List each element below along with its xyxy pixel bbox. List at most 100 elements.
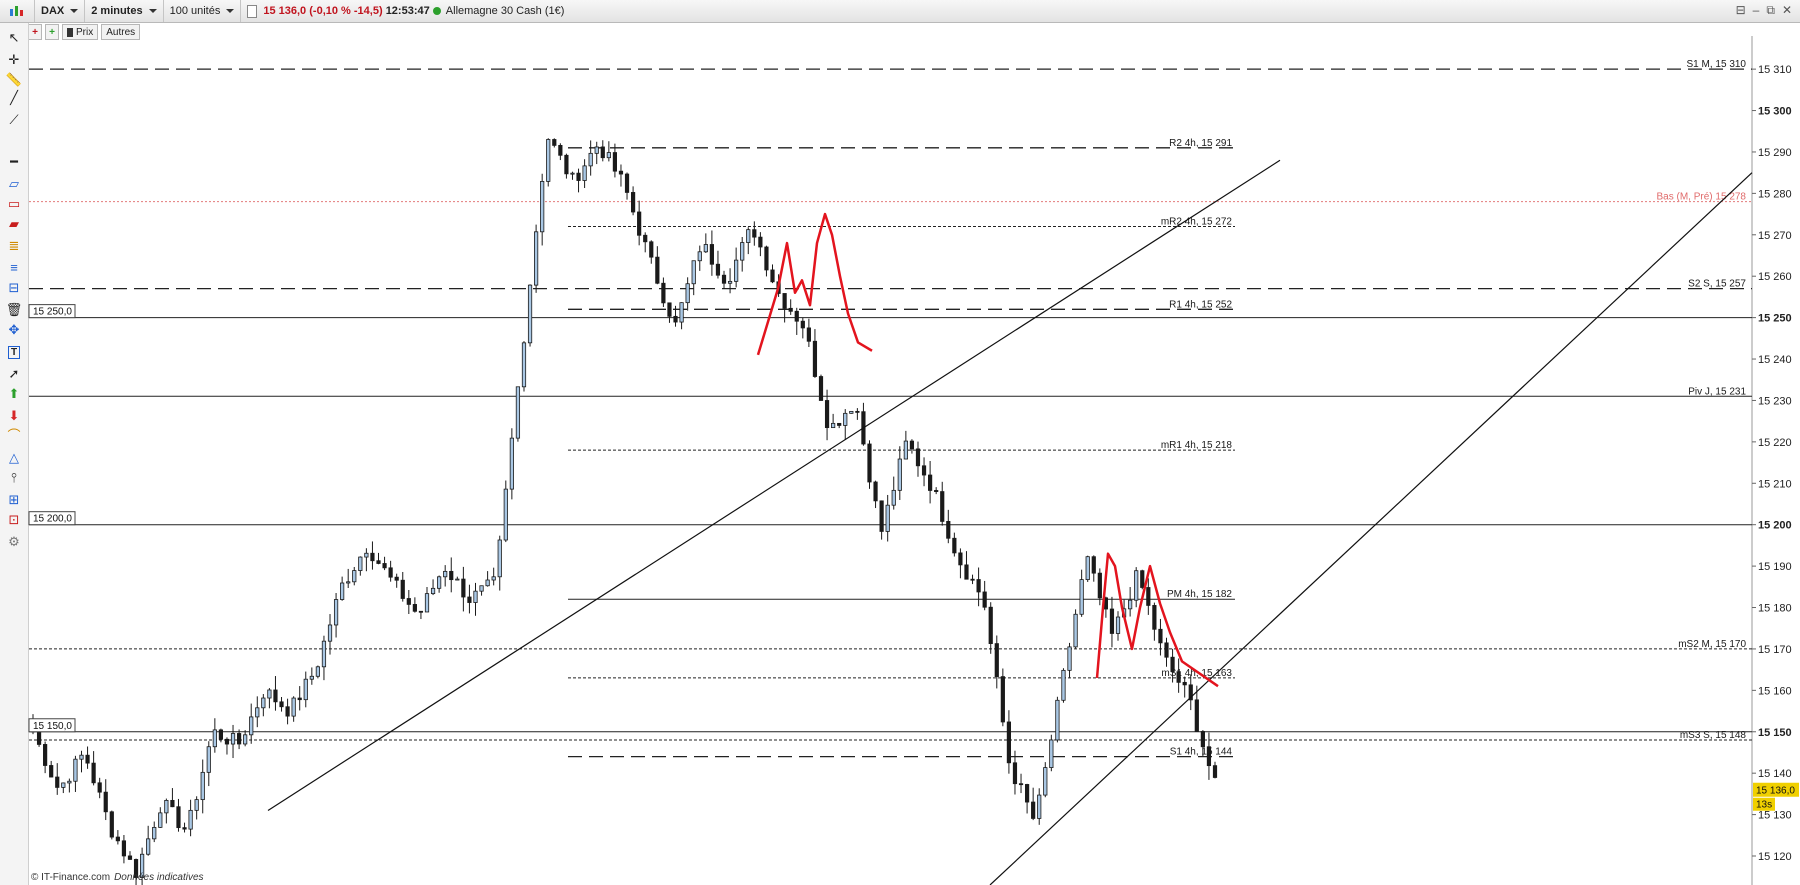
candle-up <box>897 458 902 491</box>
candle-up <box>734 259 739 282</box>
candle-down <box>115 836 120 842</box>
level-label: S1 M, 15 310 <box>1687 59 1747 70</box>
candle-up <box>570 172 575 175</box>
cursor-icon[interactable]: ↖ <box>8 30 20 45</box>
candle-up <box>364 552 369 558</box>
candle-down <box>940 491 945 522</box>
add-indicator-button[interactable]: + <box>45 24 59 40</box>
current-price-box <box>1753 782 1799 797</box>
candle-up <box>1043 767 1048 796</box>
candle-down <box>55 776 60 788</box>
quantity-selector[interactable]: 100 unités <box>164 0 242 22</box>
candle-up <box>437 576 442 589</box>
candle-down <box>170 799 175 808</box>
down-arrow-icon[interactable]: ⬇ <box>8 408 20 423</box>
candle-down <box>182 827 187 830</box>
candle-down <box>600 146 605 159</box>
candle-up <box>1134 570 1139 601</box>
close-icon[interactable]: ✕ <box>1781 3 1792 17</box>
ellipse-icon[interactable]: ⊞ <box>8 492 20 507</box>
close-indicator-button[interactable]: + <box>28 24 42 40</box>
candle-up <box>212 729 217 748</box>
candle-down <box>1109 608 1115 634</box>
level-value-box <box>28 304 76 319</box>
candle-down <box>103 791 108 813</box>
y-tick-label: 15 230 <box>1758 395 1792 407</box>
others-button[interactable]: Autres <box>101 24 141 40</box>
candle-down <box>400 579 405 599</box>
settings-gear-icon[interactable]: ⚙ <box>8 534 20 549</box>
price-label: Prix <box>76 26 94 38</box>
trendline-lower[interactable] <box>989 172 1753 885</box>
head-shoulders-annotation-bottom[interactable] <box>1095 552 1219 688</box>
candle-up <box>594 146 599 154</box>
candle-up <box>1073 613 1078 648</box>
candle-down <box>1176 671 1181 683</box>
candles <box>30 138 1218 885</box>
fan-icon[interactable]: ≡ <box>10 260 18 275</box>
channel-icon[interactable]: ▱ <box>9 176 19 191</box>
pitchfork-icon[interactable]: ⫯ <box>11 470 17 485</box>
candle-down <box>873 481 878 502</box>
rectangle-icon[interactable]: ▭ <box>7 196 21 211</box>
y-tick-label: 15 280 <box>1758 188 1792 200</box>
candle-up <box>515 386 521 439</box>
candle-down <box>982 591 987 608</box>
arrow-tool-icon[interactable]: ➚ <box>8 366 20 381</box>
up-arrow-icon[interactable]: ⬆ <box>8 386 20 401</box>
last-price: 15 136,0 <box>263 5 307 17</box>
candle-down <box>934 490 939 492</box>
trendline-icon[interactable]: ╱ <box>10 90 18 105</box>
marker-icon[interactable]: ⊡ <box>8 512 20 527</box>
restore-icon[interactable]: ⧉ <box>1766 3 1775 17</box>
candle-down <box>643 234 648 243</box>
candle-down <box>467 596 472 603</box>
candle-down <box>1000 676 1005 723</box>
y-tick-label: 15 180 <box>1758 603 1792 615</box>
candle-up <box>485 579 490 587</box>
candle-up <box>497 539 502 578</box>
segment-icon[interactable]: ⟋ <box>9 112 19 127</box>
price-button[interactable]: Prix <box>62 24 99 40</box>
candle-down <box>818 376 824 401</box>
chart-subbar: + + Prix Autres <box>28 24 141 40</box>
horizontal-line-icon[interactable]: ━ <box>10 154 18 169</box>
curve-icon[interactable]: ⌒ <box>7 428 21 443</box>
candle-down <box>394 576 399 581</box>
y-tick-label: 15 250 <box>1758 313 1792 325</box>
candle-up <box>1037 794 1042 819</box>
candle-down <box>1194 699 1199 732</box>
ruler-icon[interactable]: 📏 <box>5 72 23 87</box>
candle-down <box>176 806 181 829</box>
y-tick-label: 15 290 <box>1758 147 1792 159</box>
candle-up <box>1079 579 1084 615</box>
candle-up <box>527 284 533 344</box>
trash-icon[interactable]: 🗑 <box>5 302 23 317</box>
candle-down <box>988 606 993 645</box>
triangle-icon[interactable]: △ <box>9 450 19 465</box>
head-shoulders-annotation-top[interactable] <box>756 212 873 356</box>
text-icon[interactable]: T <box>5 343 23 361</box>
candle-up <box>140 853 145 878</box>
y-tick-label: 15 120 <box>1758 851 1792 863</box>
projection-icon[interactable]: ⊟ <box>8 280 20 295</box>
zone-icon[interactable]: ▰ <box>9 216 19 231</box>
candle-down <box>85 754 90 764</box>
info-icon[interactable] <box>247 4 258 18</box>
fibonacci-icon[interactable]: ≣ <box>8 238 20 253</box>
candle-down <box>928 474 933 491</box>
candle-down <box>612 152 618 172</box>
candle-down <box>909 440 915 450</box>
crosshair-icon[interactable]: ✛ <box>8 52 20 67</box>
trendline-upper[interactable] <box>267 159 1281 811</box>
candle-up <box>230 733 236 745</box>
move-icon[interactable]: ✥ <box>8 322 20 337</box>
y-tick-label: 15 130 <box>1758 810 1792 822</box>
minimize-icon[interactable]: – <box>1752 3 1760 17</box>
detach-icon[interactable]: ⊟ <box>1735 3 1746 17</box>
candle-down <box>673 315 678 323</box>
candle-down <box>109 811 114 838</box>
candle-down <box>552 139 557 146</box>
candle-up <box>188 809 193 830</box>
